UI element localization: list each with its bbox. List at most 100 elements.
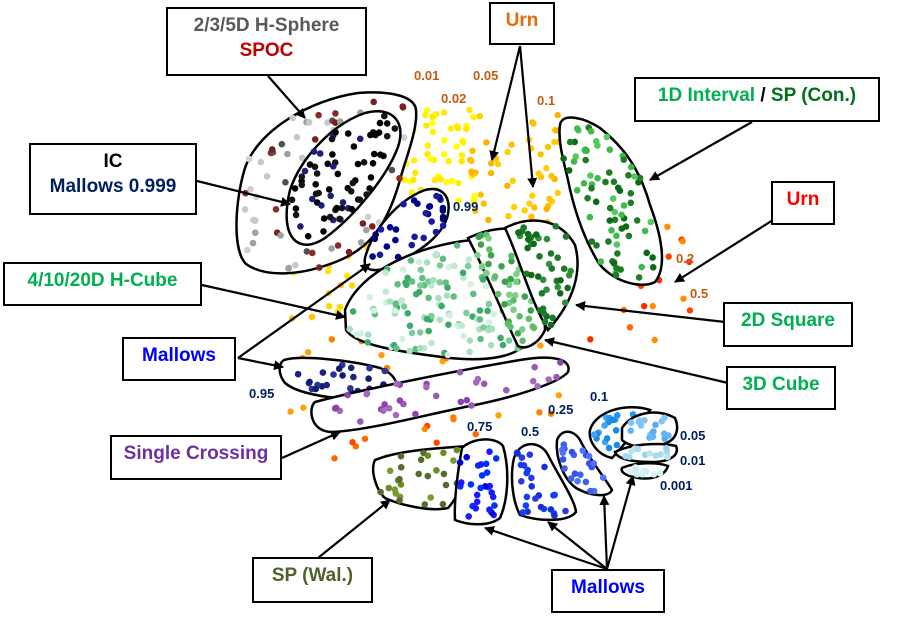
voter-dot — [477, 484, 484, 492]
urn-dot — [509, 177, 516, 184]
voter-dot — [524, 244, 531, 252]
voter-dot — [634, 445, 642, 453]
voter-dot — [628, 163, 635, 171]
voter-dot — [532, 495, 539, 502]
voter-dot — [422, 209, 430, 217]
voter-dot — [477, 461, 485, 468]
voter-dot — [467, 481, 475, 488]
cube3d-text: 3D Cube — [742, 374, 820, 395]
urn-dot — [665, 253, 672, 260]
voter-dot — [641, 417, 648, 424]
mallows-bottom-label: Mallows — [551, 569, 665, 613]
voter-dot — [614, 250, 621, 257]
voter-dot — [445, 321, 452, 329]
voter-dot — [620, 156, 628, 163]
voter-dot — [486, 448, 493, 456]
voter-dot — [367, 174, 375, 181]
voter-dot — [663, 444, 670, 452]
voter-dot — [625, 232, 633, 240]
mallows-001-region — [613, 442, 679, 464]
voter-dot — [403, 281, 410, 289]
voter-dot — [298, 181, 306, 189]
urn-dot — [679, 238, 686, 245]
voter-dot — [439, 500, 447, 508]
voter-dot — [586, 213, 594, 221]
voter-dot — [482, 460, 490, 468]
voter-dot — [664, 453, 671, 461]
voter-dot — [527, 307, 535, 314]
voter-dot — [473, 491, 481, 499]
voter-dot — [439, 255, 447, 263]
urn-param-05: 0.5 — [690, 286, 709, 301]
interval-sp-con-label: 1D Interval / SP (Con.) — [634, 77, 880, 122]
voter-dot — [311, 163, 319, 171]
voter-dot — [609, 195, 617, 202]
voter-dot — [606, 169, 613, 176]
urn-dot — [554, 111, 561, 119]
voter-dot — [392, 236, 399, 244]
voter-dot — [383, 132, 391, 140]
voter-dot — [584, 194, 591, 202]
arrow-urn-top-2 — [518, 45, 538, 188]
voter-dot — [359, 220, 367, 227]
voter-dot — [528, 474, 535, 482]
voter-dot — [417, 456, 425, 464]
voter-dot — [567, 475, 575, 482]
voter-dot — [560, 265, 568, 273]
urn-dot — [529, 192, 536, 199]
urn-dot — [336, 303, 344, 310]
arrows — [196, 45, 774, 571]
voter-dot — [499, 341, 507, 349]
urn-dot — [472, 430, 479, 438]
voter-dot — [609, 416, 616, 424]
voter-dot — [582, 478, 590, 486]
voter-dot — [487, 252, 495, 259]
voter-dot — [478, 263, 486, 270]
arrow-urn-top-1 — [489, 45, 522, 161]
square2d-text: 2D Square — [741, 310, 835, 331]
voter-dot — [501, 278, 509, 286]
urn-dot — [468, 157, 475, 164]
voter-dot — [638, 263, 645, 271]
hsphere-text: 2/3/5D H-Sphere — [193, 15, 340, 36]
voter-dot — [392, 300, 399, 308]
voter-dot — [611, 208, 619, 216]
voter-dot — [485, 300, 493, 308]
voter-dot — [428, 218, 435, 225]
voter-dot — [561, 299, 569, 307]
interval-slash: / — [755, 85, 771, 106]
voter-dot — [523, 493, 531, 501]
voter-dot — [647, 218, 655, 226]
voter-dot — [247, 186, 254, 193]
voter-dot — [313, 170, 321, 177]
voter-dot — [282, 179, 289, 186]
urn-dot — [431, 176, 439, 184]
voter-dot — [456, 459, 464, 466]
urn-dot — [544, 143, 552, 151]
voter-dot — [251, 217, 259, 224]
voter-dot — [392, 490, 400, 497]
mallows-075-region — [453, 438, 509, 526]
urn-dot — [305, 349, 312, 356]
voter-dot — [554, 283, 562, 291]
sp-con-text: SP (Con.) — [770, 85, 857, 106]
spoc-text: SPOC — [239, 40, 294, 61]
voter-dot — [459, 269, 467, 277]
voter-dot — [414, 200, 421, 207]
voter-dot — [570, 158, 578, 165]
voter-dot — [539, 276, 547, 284]
urn-dot — [455, 179, 462, 187]
voter-dot — [263, 173, 271, 180]
voter-dot — [476, 307, 484, 314]
voter-dot — [612, 427, 620, 434]
mallows-param-075: 0.75 — [467, 419, 493, 434]
voter-dot — [572, 153, 580, 160]
voter-dot — [636, 174, 644, 182]
voter-dot — [396, 397, 404, 404]
voter-dot — [488, 325, 496, 333]
urn-param-005: 0.05 — [473, 68, 499, 83]
urn-dot — [361, 435, 369, 442]
urn-dot — [427, 155, 434, 162]
voter-dot — [573, 187, 581, 194]
voter-dot — [606, 204, 614, 212]
